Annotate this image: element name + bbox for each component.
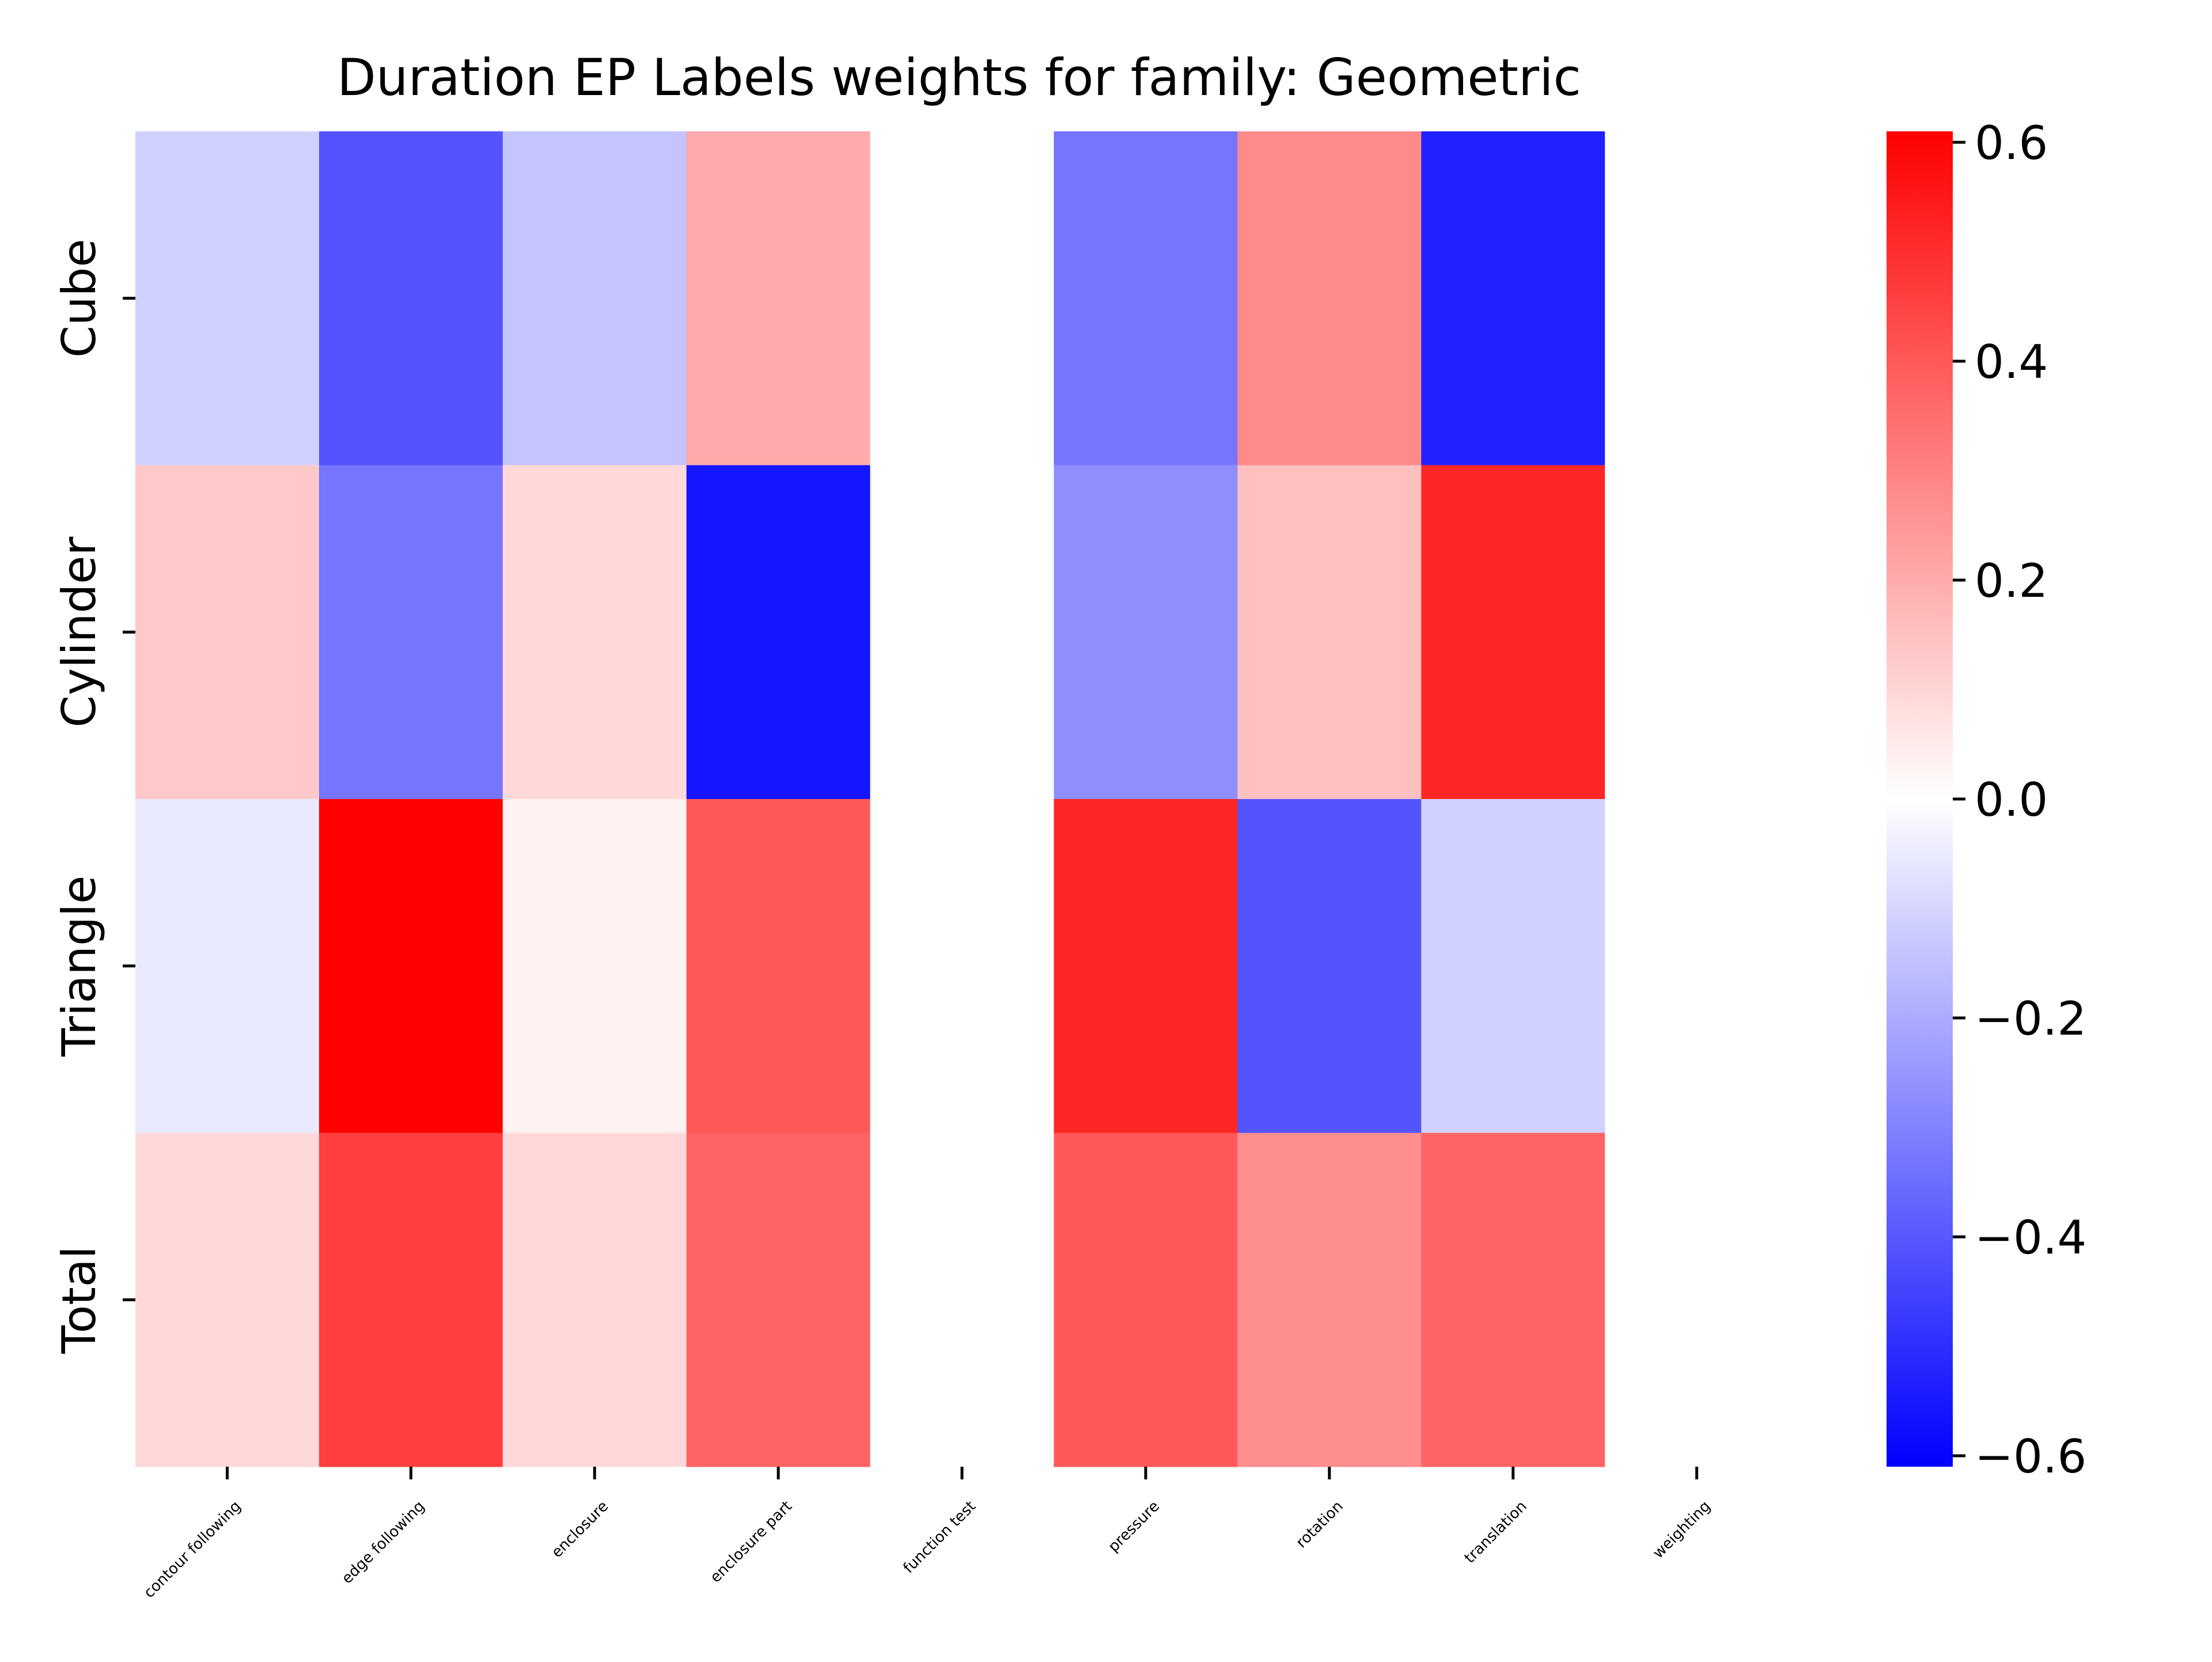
y-tick-label: Total xyxy=(52,1246,106,1354)
heatmap-cell xyxy=(1237,1133,1422,1467)
heatmap-cell xyxy=(1605,799,1789,1133)
heatmap-cell xyxy=(1605,131,1789,465)
x-tick-label: contour following xyxy=(141,1498,244,1602)
heatmap-cell xyxy=(1605,465,1789,800)
heatmap-cell xyxy=(1054,131,1238,465)
heatmap-cell xyxy=(1421,799,1605,1133)
heatmap-cell xyxy=(686,799,871,1133)
heatmap-cell xyxy=(502,799,687,1133)
x-tick-label: pressure xyxy=(1105,1498,1163,1556)
heatmap-cell xyxy=(502,465,687,800)
x-tick-label: function test xyxy=(900,1498,979,1577)
colorbar-tick-label: 0.2 xyxy=(1975,554,2048,608)
heatmap-cell xyxy=(686,131,871,465)
colorbar: 0.6 0.4 0.2 0.0 −0.2 −0.4 −0.6 xyxy=(1887,116,2086,1483)
heatmap-cell xyxy=(502,1133,687,1467)
colorbar-tick-label: 0.6 xyxy=(1975,116,2048,170)
heatmap-cell xyxy=(319,131,503,465)
x-tick-label: rotation xyxy=(1293,1498,1346,1551)
colorbar-tick-label: −0.2 xyxy=(1975,992,2086,1046)
colorbar-gradient xyxy=(1887,131,1953,1467)
x-tick-label: translation xyxy=(1461,1498,1531,1567)
heatmap-cell xyxy=(1054,465,1238,800)
heatmap-cell xyxy=(870,1133,1054,1467)
heatmap-cell xyxy=(135,131,320,465)
heatmap-cell xyxy=(319,799,503,1133)
heatmap-cell xyxy=(1054,1133,1238,1467)
x-axis: contour following edge following enclosure… xyxy=(141,1467,1714,1602)
heatmap-cell xyxy=(1421,465,1605,800)
x-tick-label: edge following xyxy=(339,1498,429,1588)
colorbar-tick-label: −0.4 xyxy=(1975,1211,2086,1265)
heatmap-cell xyxy=(870,799,1054,1133)
heatmap-cell xyxy=(319,1133,503,1467)
y-tick-label: Cylinder xyxy=(52,537,106,728)
heatmap-cell xyxy=(502,131,687,465)
heatmap-cell xyxy=(319,465,503,800)
heatmap-cell xyxy=(1237,131,1422,465)
heatmap-cell xyxy=(135,1133,320,1467)
chart-title: Duration EP Labels weights for family: G… xyxy=(337,48,1581,107)
heatmap-cell xyxy=(686,465,871,800)
colorbar-tick-label: 0.4 xyxy=(1975,335,2048,389)
heatmap-cell xyxy=(870,131,1054,465)
heatmap-cell xyxy=(135,799,320,1133)
x-tick-label: enclosure xyxy=(548,1498,612,1561)
heatmap-cell xyxy=(1605,1133,1789,1467)
heatmap-cell xyxy=(686,1133,871,1467)
heatmap-cell xyxy=(1421,1133,1605,1467)
heatmap-cells xyxy=(135,131,1789,1467)
heatmap-cell xyxy=(1237,799,1422,1133)
heatmap-cell xyxy=(1237,465,1422,800)
heatmap-cell xyxy=(1421,131,1605,465)
colorbar-tick-label: 0.0 xyxy=(1975,773,2048,827)
y-axis: Cube Cylinder Triangle Total xyxy=(52,238,135,1354)
heatmap-cell xyxy=(135,465,320,800)
x-tick-label: enclosure part xyxy=(707,1498,796,1587)
y-tick-label: Triangle xyxy=(52,876,106,1057)
heatmap-cell xyxy=(1054,799,1238,1133)
y-tick-label: Cube xyxy=(52,238,106,358)
x-tick-label: weighting xyxy=(1650,1498,1714,1562)
colorbar-tick-label: −0.6 xyxy=(1975,1430,2086,1483)
heatmap-cell xyxy=(870,465,1054,800)
